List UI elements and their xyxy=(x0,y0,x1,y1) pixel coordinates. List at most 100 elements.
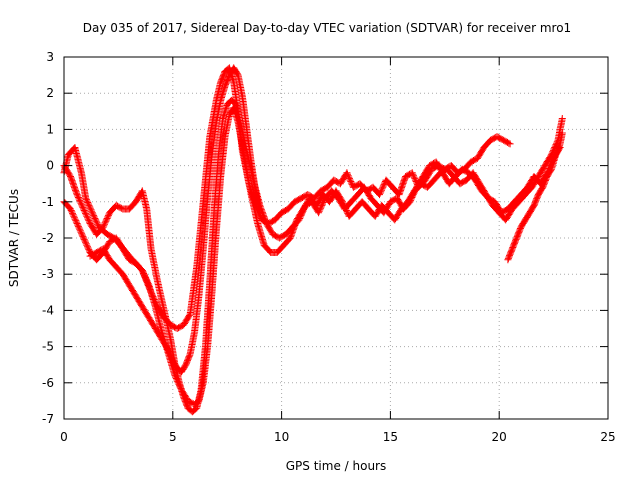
data-point-marker xyxy=(247,158,259,193)
y-tick-label: -6 xyxy=(42,376,54,390)
data-point-marker xyxy=(467,155,480,166)
data-point-marker xyxy=(178,386,191,403)
data-point-marker xyxy=(526,203,537,217)
data-point-marker xyxy=(395,174,409,199)
data-point-marker xyxy=(419,163,433,180)
data-point-marker xyxy=(278,206,291,217)
data-point-marker xyxy=(528,174,542,191)
data-point-marker xyxy=(534,185,546,199)
y-tick-label: 1 xyxy=(46,122,54,136)
data-point-marker xyxy=(180,311,193,329)
data-point-marker xyxy=(193,199,207,271)
data-point-marker xyxy=(241,154,255,197)
data-point-marker xyxy=(217,134,229,180)
data-point-marker xyxy=(502,206,515,224)
data-point-marker xyxy=(132,259,145,273)
data-point-marker xyxy=(391,206,404,224)
data-point-marker xyxy=(367,194,380,208)
data-point-marker xyxy=(125,281,139,299)
data-point-marker xyxy=(397,199,411,213)
data-point-marker xyxy=(199,196,211,253)
data-point-marker xyxy=(456,177,469,188)
x-axis-label: GPS time / hours xyxy=(286,459,387,473)
data-point-marker xyxy=(378,201,391,216)
data-point-marker xyxy=(275,231,289,242)
data-point-marker xyxy=(80,205,93,226)
data-point-marker xyxy=(504,199,517,213)
data-point-marker xyxy=(273,242,287,256)
data-point-marker xyxy=(280,235,293,249)
data-point-marker xyxy=(430,170,443,184)
data-point-marker xyxy=(534,163,548,180)
data-point-marker xyxy=(145,314,159,331)
data-point-marker xyxy=(513,225,524,242)
data-point-marker xyxy=(191,294,203,336)
data-point-marker xyxy=(230,64,241,78)
y-axis-label: SDTVAR / TECUs xyxy=(7,189,21,287)
data-point-marker xyxy=(500,136,513,147)
data-point-marker xyxy=(219,102,231,122)
data-point-marker xyxy=(489,201,502,216)
data-point-marker xyxy=(212,174,224,235)
data-point-marker xyxy=(173,322,186,332)
data-point-marker xyxy=(458,165,471,176)
data-point-marker xyxy=(186,330,198,358)
data-point-marker xyxy=(188,405,200,416)
data-point-marker xyxy=(195,246,207,300)
data-point-marker xyxy=(204,152,216,202)
data-point-marker xyxy=(208,120,220,159)
data-point-marker xyxy=(80,234,93,255)
data-point-marker xyxy=(88,209,102,230)
data-point-marker xyxy=(208,228,220,296)
data-point-marker xyxy=(360,183,374,201)
data-point-marker xyxy=(73,191,87,212)
data-point-marker xyxy=(443,165,457,179)
data-point-marker xyxy=(171,372,185,393)
data-point-marker xyxy=(71,144,85,175)
chart-title: Day 035 of 2017, Sidereal Day-to-day VTE… xyxy=(83,21,571,35)
data-point-marker xyxy=(112,234,126,251)
data-point-marker xyxy=(67,173,81,197)
data-point-marker xyxy=(234,118,248,161)
y-tick-label: -4 xyxy=(42,303,54,317)
y-tick-label: 0 xyxy=(46,159,54,173)
data-point-marker xyxy=(138,267,152,288)
data-point-marker xyxy=(160,306,174,342)
data-point-marker xyxy=(504,246,516,264)
data-point-marker xyxy=(145,281,159,309)
data-point-marker xyxy=(234,71,246,99)
data-point-marker xyxy=(243,125,255,164)
data-point-marker xyxy=(147,245,161,284)
data-point-marker xyxy=(238,93,251,132)
data-point-marker xyxy=(347,192,361,206)
data-point-marker xyxy=(293,206,306,224)
x-tick-label: 5 xyxy=(169,430,177,444)
data-point-marker xyxy=(291,195,304,206)
data-point-marker xyxy=(493,133,506,143)
data-point-marker xyxy=(421,167,435,184)
data-point-marker xyxy=(480,137,494,151)
y-tick-label: -3 xyxy=(42,267,54,281)
data-point-marker xyxy=(221,113,233,141)
data-point-marker xyxy=(541,152,555,170)
y-tick-label: -1 xyxy=(42,195,54,209)
axis-ticks: 0 5 10 15 20 25 -7 -6 -5 -4 -3 -2 -1 0 1 2 3 xyxy=(42,50,616,444)
data-point-marker xyxy=(143,205,155,251)
data-point-marker xyxy=(82,194,96,215)
data-point-marker xyxy=(256,209,264,217)
data-point-marker xyxy=(169,357,180,371)
data-point-marker xyxy=(93,224,106,238)
data-point-marker xyxy=(252,187,263,215)
data-point-marker xyxy=(206,98,220,141)
data-point-marker xyxy=(469,169,483,186)
data-point-marker xyxy=(473,145,487,162)
data-point-marker xyxy=(230,104,242,125)
data-point-marker xyxy=(99,210,113,231)
data-point-marker xyxy=(138,187,150,211)
data-point-marker xyxy=(86,249,99,260)
series-track-3 xyxy=(60,104,566,408)
data-point-marker xyxy=(284,199,298,213)
data-point-marker xyxy=(547,152,559,173)
